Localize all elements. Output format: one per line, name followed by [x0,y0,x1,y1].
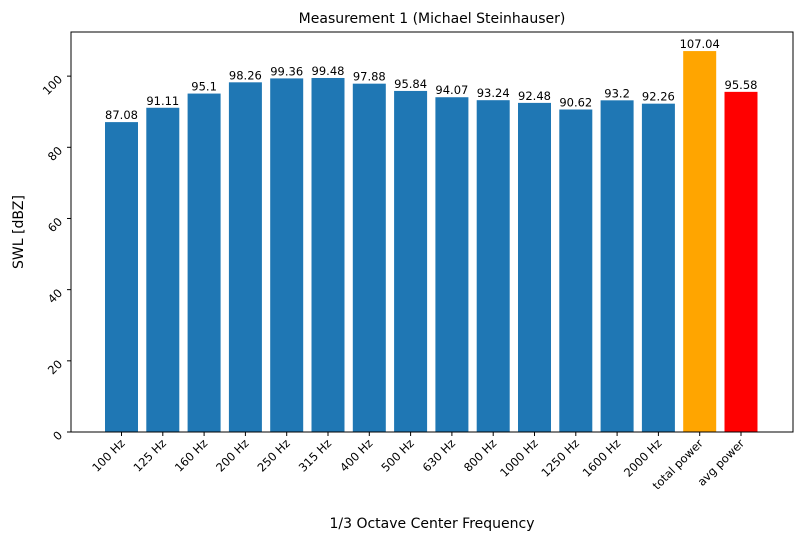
bar-value-label: 90.62 [559,96,592,110]
chart-title: Measurement 1 (Michael Steinhauser) [299,11,566,27]
y-tick-label: 0 [50,428,65,443]
bar [641,103,675,433]
bar [559,109,593,432]
bar-value-label: 91.11 [146,94,179,108]
bar-value-label: 99.36 [270,64,303,78]
x-tick-label: 125 Hz [131,436,169,474]
x-axis-ticks: 100 Hz 125 Hz 160 Hz 200 Hz 250 Hz 315 Hz 400 … [89,432,747,492]
bar-value-label: 93.24 [477,86,510,100]
bar-value-label: 107.04 [680,37,720,51]
bar [146,107,180,433]
x-tick-label: 1000 Hz [497,436,541,480]
bar [187,93,221,432]
x-tick-label: 200 Hz [213,436,251,474]
x-tick-label: 315 Hz [296,436,334,474]
plot-frame [70,31,794,433]
y-axis-label: SWL [dBZ] [11,195,27,269]
x-tick-label: 100 Hz [89,436,127,474]
bar [724,91,758,433]
x-tick-label: 1600 Hz [580,436,624,480]
bar [476,100,510,432]
bars-group [105,51,758,433]
bar-value-label: 94.07 [435,83,468,97]
x-axis-label: 1/3 Octave Center Frequency [329,516,534,532]
bar-value-label: 93.2 [604,86,630,100]
y-tick-label: 80 [45,144,65,164]
x-tick-label: 250 Hz [254,436,292,474]
bar [394,90,428,433]
x-tick-label: 160 Hz [172,436,210,474]
bar-value-label: 95.1 [191,80,217,94]
bar [311,77,345,432]
y-axis-ticks: 0 20 40 60 80 100 [40,72,71,443]
bar-labels-group: 87.08 91.11 95.1 98.26 99.36 99.48 97.88 95.84 9… [105,37,757,122]
bar [105,122,138,433]
bar [435,97,469,432]
bar-value-label: 98.26 [229,68,262,82]
x-tick-label: 1250 Hz [538,436,582,480]
y-tick-label: 20 [45,357,65,377]
bar [518,102,551,432]
y-tick-label: 60 [45,215,65,235]
bar-value-label: 95.84 [394,77,427,91]
bar-value-label: 95.58 [725,78,758,92]
bar-value-label: 97.88 [353,70,386,84]
bar [683,51,717,432]
bar [270,78,304,432]
x-tick-label: 630 Hz [420,436,458,474]
bar-value-label: 99.48 [312,64,345,78]
bar [600,100,634,432]
y-tick-label: 100 [40,72,65,97]
bar [228,82,262,432]
bar-value-label: 92.26 [642,90,675,104]
bar-value-label: 87.08 [105,108,138,122]
bar-value-label: 92.48 [518,89,551,103]
x-tick-label: 500 Hz [378,436,416,474]
x-tick-label: 400 Hz [337,436,375,474]
x-tick-label: 800 Hz [461,436,499,474]
y-tick-label: 40 [45,286,65,306]
bar [352,83,386,433]
